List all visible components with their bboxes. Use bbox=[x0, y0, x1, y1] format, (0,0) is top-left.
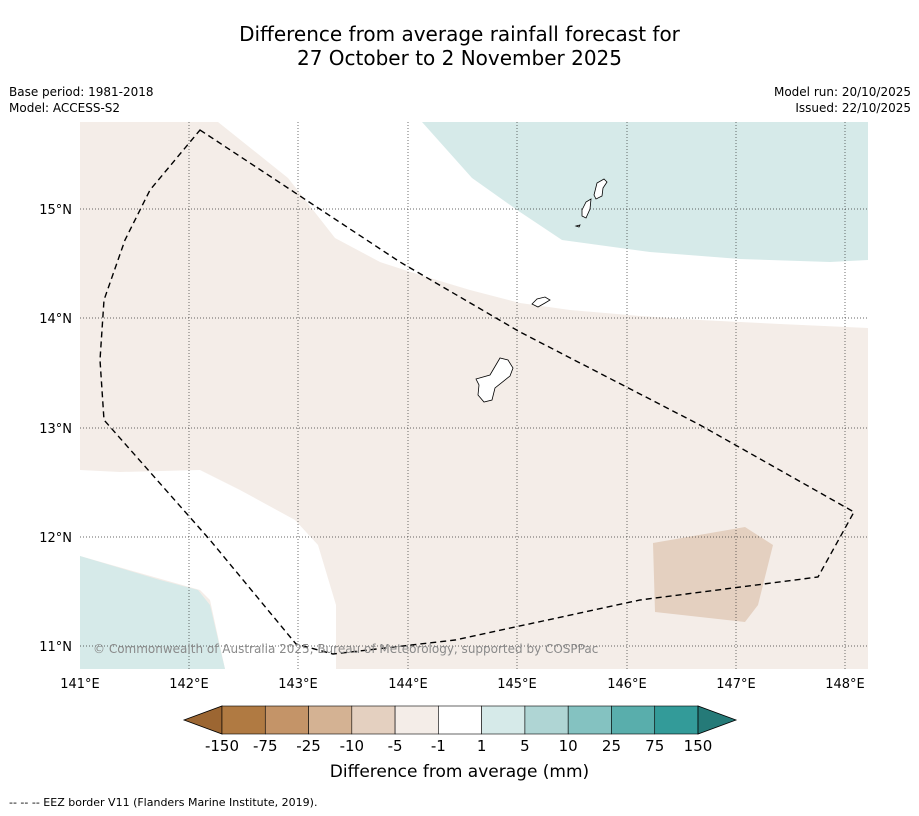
lon-label: 141°E bbox=[60, 677, 100, 692]
lon-label: 143°E bbox=[278, 677, 318, 692]
colorbar-title: Difference from average (mm) bbox=[329, 762, 590, 782]
copyright-note: © Commonwealth of Australia 2025, Bureau… bbox=[93, 642, 598, 656]
colorbar-segment bbox=[567, 705, 612, 735]
colorbar-tick-label: 5 bbox=[520, 737, 530, 755]
colorbar-segment bbox=[611, 705, 656, 735]
lon-label: 146°E bbox=[607, 677, 647, 692]
colorbar-tick-label: -10 bbox=[339, 737, 365, 755]
colorbar-tick-label: -1 bbox=[430, 737, 446, 755]
colorbar-tick-label: -25 bbox=[296, 737, 321, 755]
island-guam bbox=[475, 357, 514, 403]
lon-label: 144°E bbox=[388, 677, 428, 692]
island-saipan bbox=[593, 178, 608, 200]
colorbar-extend-low bbox=[182, 705, 223, 735]
lat-label: 12°N bbox=[39, 531, 72, 546]
lat-label: 13°N bbox=[39, 422, 72, 437]
lon-labels: 141°E 142°E 143°E 144°E 145°E 146°E 147°… bbox=[60, 677, 865, 692]
colorbar-segment bbox=[481, 705, 526, 735]
lon-label: 142°E bbox=[169, 677, 209, 692]
colorbar-segment bbox=[654, 705, 699, 735]
lat-label: 11°N bbox=[39, 640, 72, 655]
title-line-1: Difference from average rainfall forecas… bbox=[239, 22, 680, 46]
colorbar-segment bbox=[438, 705, 482, 735]
lon-label: 145°E bbox=[497, 677, 537, 692]
colorbar-segment bbox=[394, 705, 439, 735]
wet-region-northeast bbox=[422, 122, 868, 262]
colorbar-tick-label: -75 bbox=[253, 737, 278, 755]
map-area: © Commonwealth of Australia 2025, Bureau… bbox=[80, 122, 868, 669]
colorbar-segment bbox=[524, 705, 569, 735]
dry-medium-patch bbox=[653, 527, 773, 622]
issued-date: Issued: 22/10/2025 bbox=[795, 101, 911, 115]
title-line-2: 27 October to 2 November 2025 bbox=[296, 46, 623, 70]
colorbar-tick-label: 75 bbox=[645, 737, 665, 755]
colorbar-tick-label: 150 bbox=[683, 737, 713, 755]
meta-right: Model run: 20/10/2025 Issued: 22/10/2025 bbox=[774, 84, 911, 116]
gridlines bbox=[80, 122, 868, 669]
eez-legend: -- -- -- EEZ border V11 (Flanders Marine… bbox=[9, 796, 318, 809]
meta-left: Base period: 1981-2018 Model: ACCESS-S2 bbox=[9, 84, 154, 116]
wet-region-southwest bbox=[80, 556, 225, 669]
eez-border bbox=[99, 129, 855, 655]
colorbar-tick-label: 25 bbox=[601, 737, 621, 755]
islands bbox=[475, 178, 608, 403]
model-run: Model run: 20/10/2025 bbox=[773, 85, 911, 99]
lon-label: 147°E bbox=[716, 677, 756, 692]
base-period: Base period: 1981-2018 bbox=[9, 85, 154, 99]
colorbar-tick-label: 1 bbox=[476, 737, 487, 755]
lat-labels: 15°N 14°N 13°N 12°N 11°N bbox=[39, 203, 72, 655]
model-name: Model: ACCESS-S2 bbox=[9, 101, 121, 115]
colorbar-segment bbox=[264, 705, 309, 735]
island-rota bbox=[531, 296, 551, 308]
colorbar-segment bbox=[308, 705, 353, 735]
colorbar bbox=[182, 705, 738, 735]
lon-label: 148°E bbox=[825, 677, 865, 692]
neutral-region-southwest bbox=[80, 470, 336, 669]
lat-label: 15°N bbox=[39, 203, 72, 218]
colorbar-tick-label: -150 bbox=[204, 737, 240, 755]
chart-title: Difference from average rainfall forecas… bbox=[0, 22, 919, 70]
colorbar-tick-label: -5 bbox=[387, 737, 403, 755]
island-aguijan bbox=[574, 224, 581, 228]
colorbar-segment bbox=[351, 705, 396, 735]
lat-label: 14°N bbox=[39, 312, 72, 327]
colorbar-segment bbox=[221, 705, 266, 735]
colorbar-tick-label: 10 bbox=[558, 737, 578, 755]
island-tinian bbox=[581, 198, 592, 219]
colorbar-extend-high bbox=[697, 705, 738, 735]
